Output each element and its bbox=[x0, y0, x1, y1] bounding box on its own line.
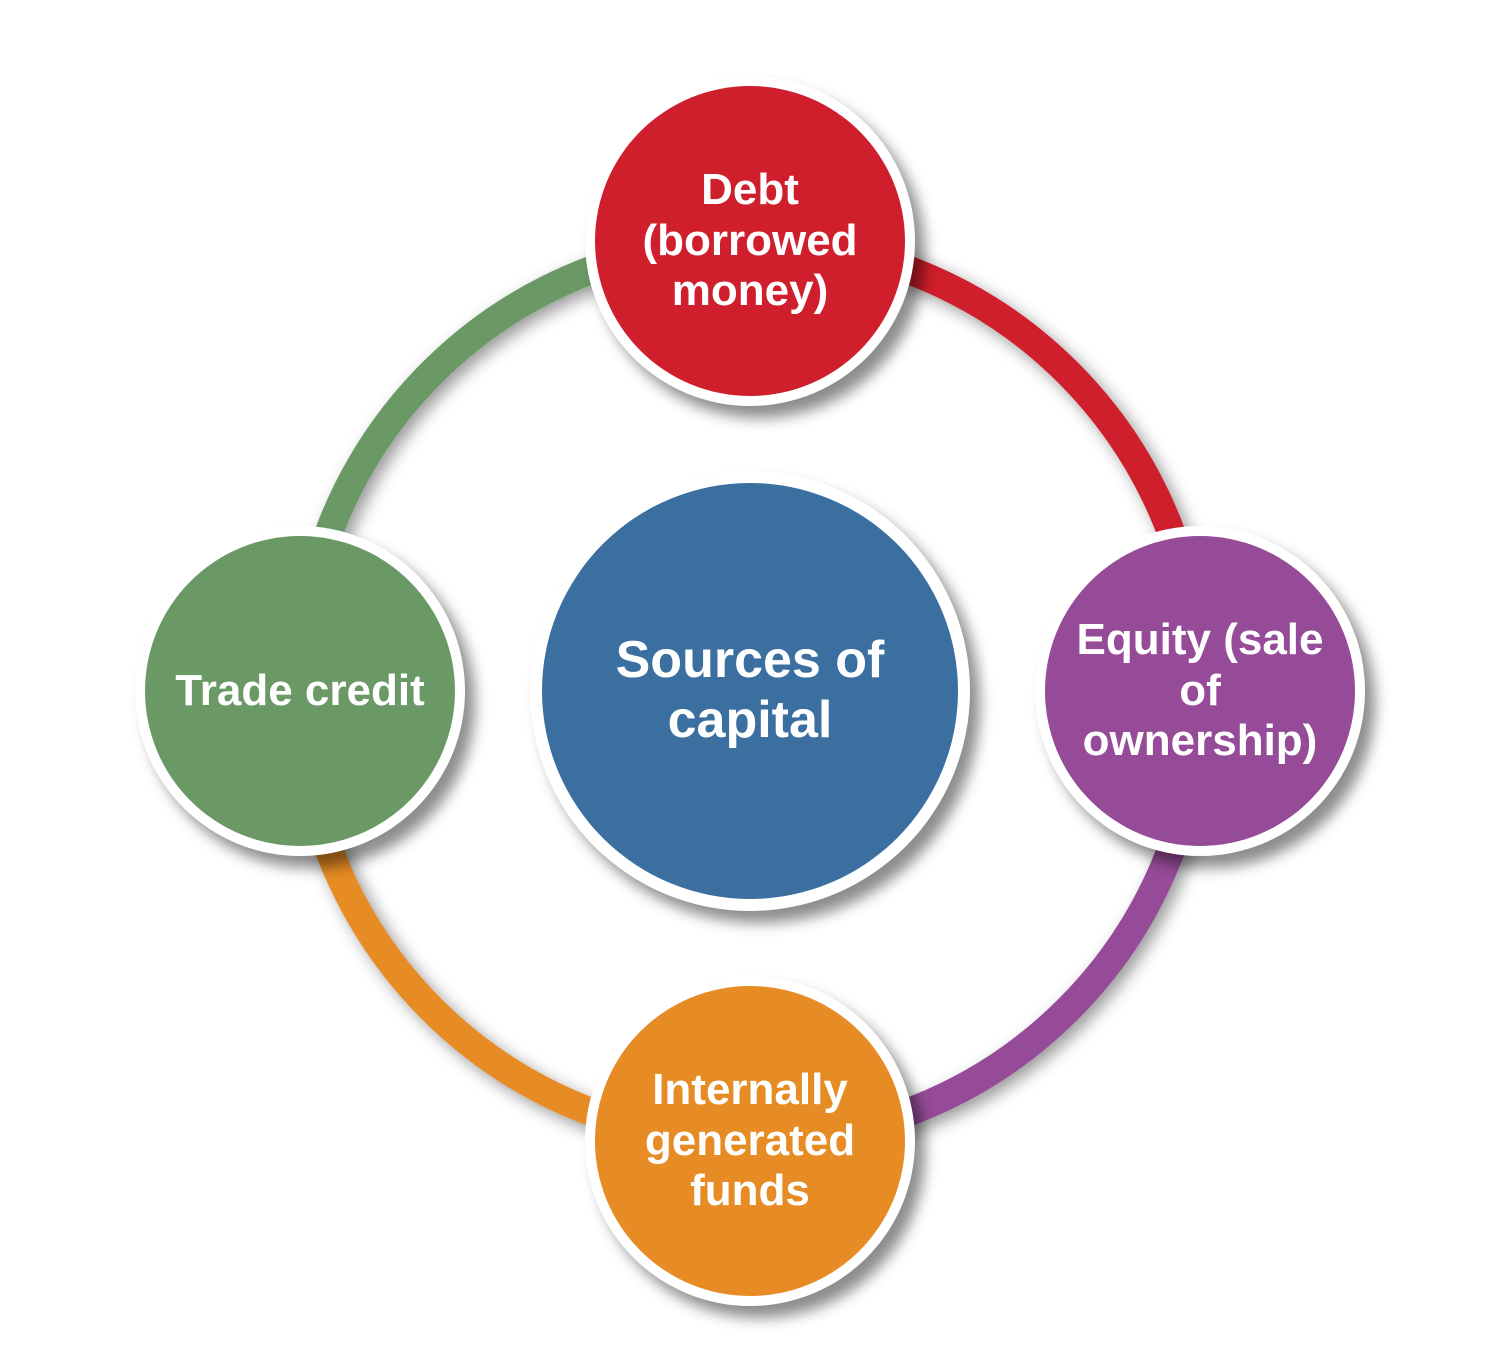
node-debt-label: Debt (borrowed money) bbox=[615, 165, 885, 317]
node-equity: Equity (sale of ownership) bbox=[1035, 526, 1365, 856]
center-node-label: Sources of capital bbox=[562, 631, 938, 751]
node-debt: Debt (borrowed money) bbox=[585, 76, 915, 406]
node-trade: Trade credit bbox=[135, 526, 465, 856]
node-internal-label: Internally generated funds bbox=[615, 1065, 885, 1217]
node-internal: Internally generated funds bbox=[585, 976, 915, 1306]
diagram-stage: Sources of capital Debt (borrowed money) E… bbox=[0, 0, 1500, 1371]
node-trade-label: Trade credit bbox=[175, 666, 424, 717]
center-node: Sources of capital bbox=[530, 471, 970, 911]
node-equity-label: Equity (sale of ownership) bbox=[1065, 615, 1335, 767]
